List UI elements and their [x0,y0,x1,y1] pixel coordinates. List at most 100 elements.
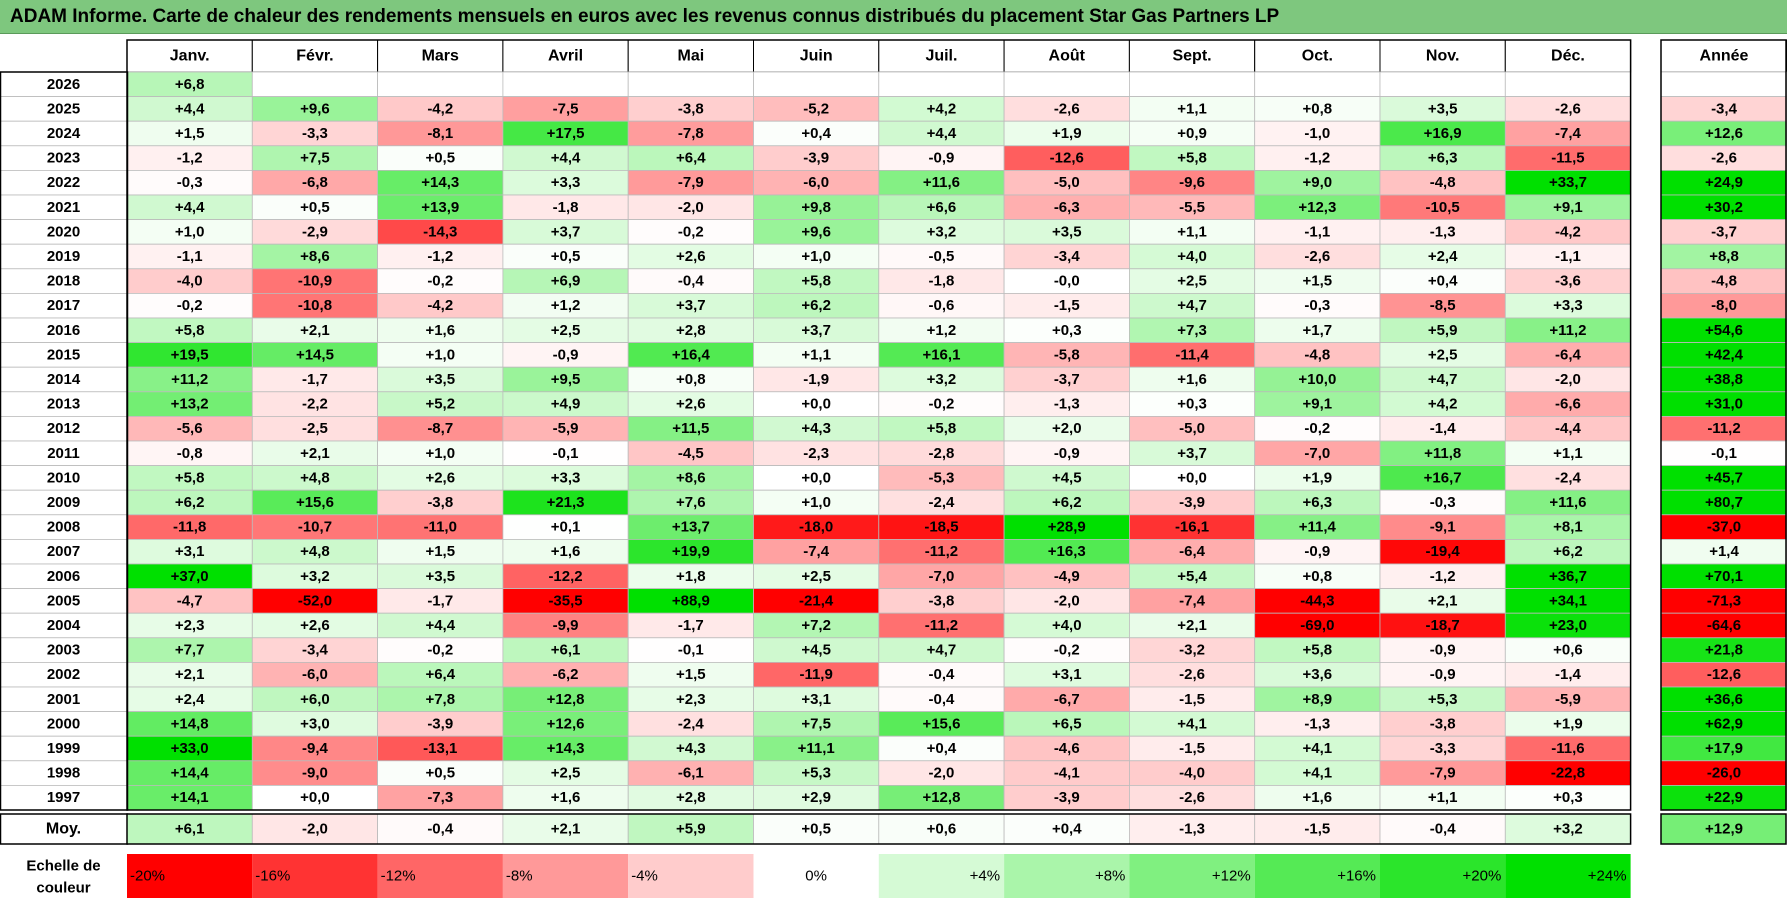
heatmap-cell [1003,268,1130,294]
annual-cell-value: +30,2 [1705,199,1743,216]
heatmap-cell-value: +5,2 [425,396,455,413]
heatmap-cell [1003,588,1130,614]
month-header-label: Févr. [296,48,333,65]
heatmap-cell-value: +6,2 [801,297,831,314]
heatmap-cell [377,686,504,713]
heatmap-cell-value: -3,9 [427,715,453,732]
heatmap-cell-value: -6,0 [302,666,328,683]
heatmap-cell-value: +0,3 [1177,396,1207,413]
heatmap-cell [377,391,504,417]
heatmap-cell-value: +1,2 [551,297,581,314]
annual-cell-value: +38,8 [1705,371,1743,388]
heatmap-cell-value: -2,6 [1179,666,1205,683]
color-scale-stop-label: +16% [1337,868,1376,885]
heatmap-cell [1254,588,1381,614]
color-scale-stop-label: -20% [130,868,165,885]
heatmap-cell [627,292,754,319]
heatmap-cell-value: +5,8 [927,420,957,437]
heatmap-cell [1254,120,1381,147]
year-cell [0,686,128,713]
average-row-border [126,813,1632,845]
heatmap-cell-value: -3,9 [803,150,829,167]
heatmap-cell [1003,415,1130,442]
heatmap-cell [502,514,629,540]
month-header-cell [878,39,1005,73]
heatmap-cell-value: -7,4 [1179,592,1206,609]
heatmap-cell-value: -2,5 [302,420,328,437]
heatmap-cell-value: +13,9 [421,199,459,216]
heatmap-cell [1003,760,1130,786]
heatmap-cell-value: +3,5 [425,371,455,388]
heatmap-cell-value: +21,3 [547,494,585,511]
heatmap-cell-value: -2,0 [1555,371,1581,388]
heatmap-cell-value: +7,5 [300,150,330,167]
heatmap-cell [1379,760,1506,786]
heatmap-cell-value: +11,4 [1299,519,1337,536]
heatmap-cell-value: -52,0 [298,592,332,609]
heatmap-cell [1504,686,1632,713]
heatmap-cell-value: +0,4 [1428,273,1458,290]
heatmap-cell [251,366,379,393]
annual-cell-value: +36,6 [1705,691,1743,708]
heatmap-cell [1003,366,1130,393]
heatmap-cell-value: -11,5 [1551,150,1584,167]
heatmap-cell-value: -0,8 [177,445,203,462]
month-header-label: Janv. [170,48,210,65]
heatmap-cell-value: -4,7 [177,592,203,609]
heatmap-cell-value: +5,3 [801,765,831,782]
heatmap-cell-value: -3,3 [302,125,328,142]
heatmap-cell [502,760,629,786]
heatmap-cell-value: +2,1 [1177,617,1207,634]
heatmap-cell [1254,637,1381,663]
annual-cell-value: +80,7 [1705,494,1743,511]
year-label: 2005 [47,592,80,609]
heatmap-cell [1254,219,1381,245]
heatmap-cell [1504,96,1632,122]
heatmap-cell-value: -10,9 [298,273,332,290]
heatmap-cell [627,169,754,196]
month-header-label: Sept. [1172,48,1211,65]
color-scale-swatch [753,854,879,898]
heatmap-cell-value: +0,1 [551,519,581,536]
heatmap-cell-value: +4,4 [175,199,205,216]
heatmap-cell-value: +3,1 [175,543,205,560]
heatmap-cell-value: +5,8 [175,469,205,486]
heatmap-cell [1003,440,1130,467]
heatmap-cell-value: -5,0 [1054,174,1080,191]
heatmap-cell-value: +4,8 [300,469,330,486]
heatmap-cell-value: +1,5 [676,666,706,683]
heatmap-cell [1003,563,1130,590]
heatmap-cell-value: +3,1 [801,691,831,708]
heatmap-cell [878,711,1005,737]
heatmap-cell [753,366,880,393]
heatmap-cell-value: -4,2 [1555,223,1581,240]
heatmap-cell-value: -18,0 [799,519,833,536]
heatmap-cell-value: +5,8 [801,273,831,290]
heatmap-cell [627,465,754,491]
heatmap-cell-value: +0,3 [1052,322,1082,339]
heatmap-cell-value: -4,9 [1054,568,1080,585]
annual-cell [1660,145,1787,171]
heatmap-cell [126,563,253,590]
year-label: 2024 [47,125,81,142]
heatmap-cell [251,637,379,663]
heatmap-cell-value: -0,9 [929,150,955,167]
heatmap-cell [1379,71,1506,98]
heatmap-cell [1379,662,1506,688]
heatmap-cell [1379,711,1506,737]
year-label: 2017 [47,297,80,314]
year-cell [0,145,128,171]
heatmap-cell-value: -0,9 [1430,642,1456,659]
annual-cell [1660,366,1787,393]
heatmap-cell-value: +1,0 [175,223,205,240]
heatmap-cell-value: +4,7 [1428,371,1458,388]
year-label: 2019 [47,248,80,265]
heatmap-cell-value: +2,3 [676,691,706,708]
heatmap-cell [502,96,629,122]
average-cell-value: +0,6 [927,821,957,838]
heatmap-cell [126,342,253,368]
color-scale-stop-label: +4% [970,868,1000,885]
year-label: 2006 [47,568,80,585]
heatmap-cell [502,489,629,516]
